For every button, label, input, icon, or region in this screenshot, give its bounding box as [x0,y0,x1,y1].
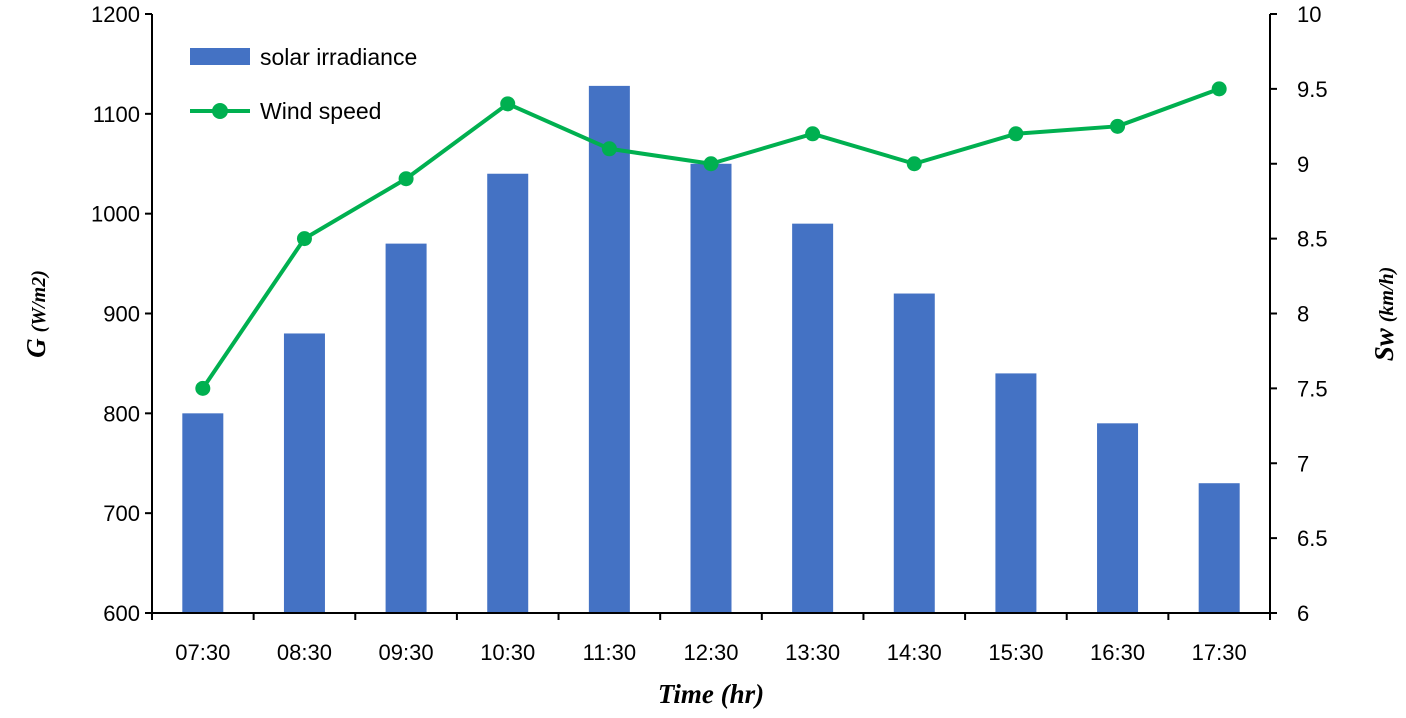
wind-speed-point-1730 [1211,81,1227,97]
bar-1330 [792,223,834,613]
left-axis-title-main: G [21,338,51,358]
left-tick-label: 800 [103,401,140,426]
x-axis-title: Time (hr) [658,679,764,709]
bar-1530 [995,373,1037,613]
right-tick-label: 8.5 [1297,227,1328,252]
bar-series-solar-irradiance [182,85,1240,613]
right-axis-title: Sw (km/h) [1369,267,1399,362]
right-tick-label: 9.5 [1297,77,1328,102]
x-tick-label: 12:30 [683,640,738,665]
wind-speed-point-1130 [601,141,617,157]
x-tick-label: 14:30 [887,640,942,665]
left-tick-label: 1100 [93,102,140,127]
wind-speed-point-1530 [1008,126,1024,142]
legend-swatch-solar-irradiance [190,48,250,65]
wind-speed-point-1230 [703,156,719,172]
legend-label-solar-irradiance: solar irradiance [260,44,417,70]
left-tick-label: 600 [103,601,140,626]
x-tick-label: 13:30 [785,640,840,665]
left-axis-title: G (W/m2) [21,270,51,358]
bar-0830 [283,333,325,613]
right-tick-label: 6 [1297,601,1309,626]
left-tick-label: 1000 [91,202,140,227]
line-series-wind-speed [195,81,1227,396]
legend: solar irradiance Wind speed [190,44,417,124]
right-tick-label: 8 [1297,302,1309,327]
right-axis-title-unit: (km/h) [1376,267,1398,323]
left-axis-title-unit: (W/m2) [28,270,50,332]
left-tick-label: 1200 [91,2,140,27]
x-tick-label: 15:30 [988,640,1043,665]
x-tick-label: 10:30 [480,640,535,665]
x-tick-label: 11:30 [583,640,636,665]
wind-speed-point-1030 [500,96,516,112]
right-tick-label: 10 [1297,2,1321,27]
right-tick-label: 7 [1297,451,1309,476]
bar-1030 [487,173,529,613]
wind-speed-point-1330 [805,126,821,142]
bar-1430 [893,293,935,613]
wind-speed-point-1630 [1110,118,1126,134]
x-tick-label: 09:30 [379,640,434,665]
left-tick-label: 700 [103,501,140,526]
right-tick-label: 7.5 [1297,376,1328,401]
wind-speed-point-0830 [296,231,312,247]
bar-1730 [1198,483,1240,613]
bar-1630 [1097,423,1139,613]
x-axis-ticks: 07:30 08:30 09:30 10:30 11:30 12:30 13:30 14:30… [151,613,1271,665]
bar-0730 [182,413,224,613]
legend-marker-wind-speed [212,103,228,119]
x-tick-label: 08:30 [277,640,332,665]
left-tick-label: 900 [103,302,140,327]
x-tick-label: 07:30 [175,640,230,665]
bar-0930 [385,243,427,613]
left-axis-ticks: 600 700 800 900 1000 1100 1200 [91,2,152,626]
x-tick-label: 16:30 [1090,640,1145,665]
bar-1130 [588,85,630,613]
right-axis-title-main: Sw [1369,327,1399,361]
right-tick-label: 6.5 [1297,526,1328,551]
wind-speed-point-0730 [195,380,211,396]
x-tick-label: 17:30 [1192,640,1247,665]
right-tick-label: 9 [1297,152,1309,177]
bar-1230 [690,163,732,613]
wind-speed-point-1430 [906,156,922,172]
legend-label-wind-speed: Wind speed [260,98,381,124]
wind-speed-point-0930 [398,171,414,187]
right-axis-ticks: 6 6.5 7 7.5 8 8.5 9 9.5 10 [1270,2,1328,626]
